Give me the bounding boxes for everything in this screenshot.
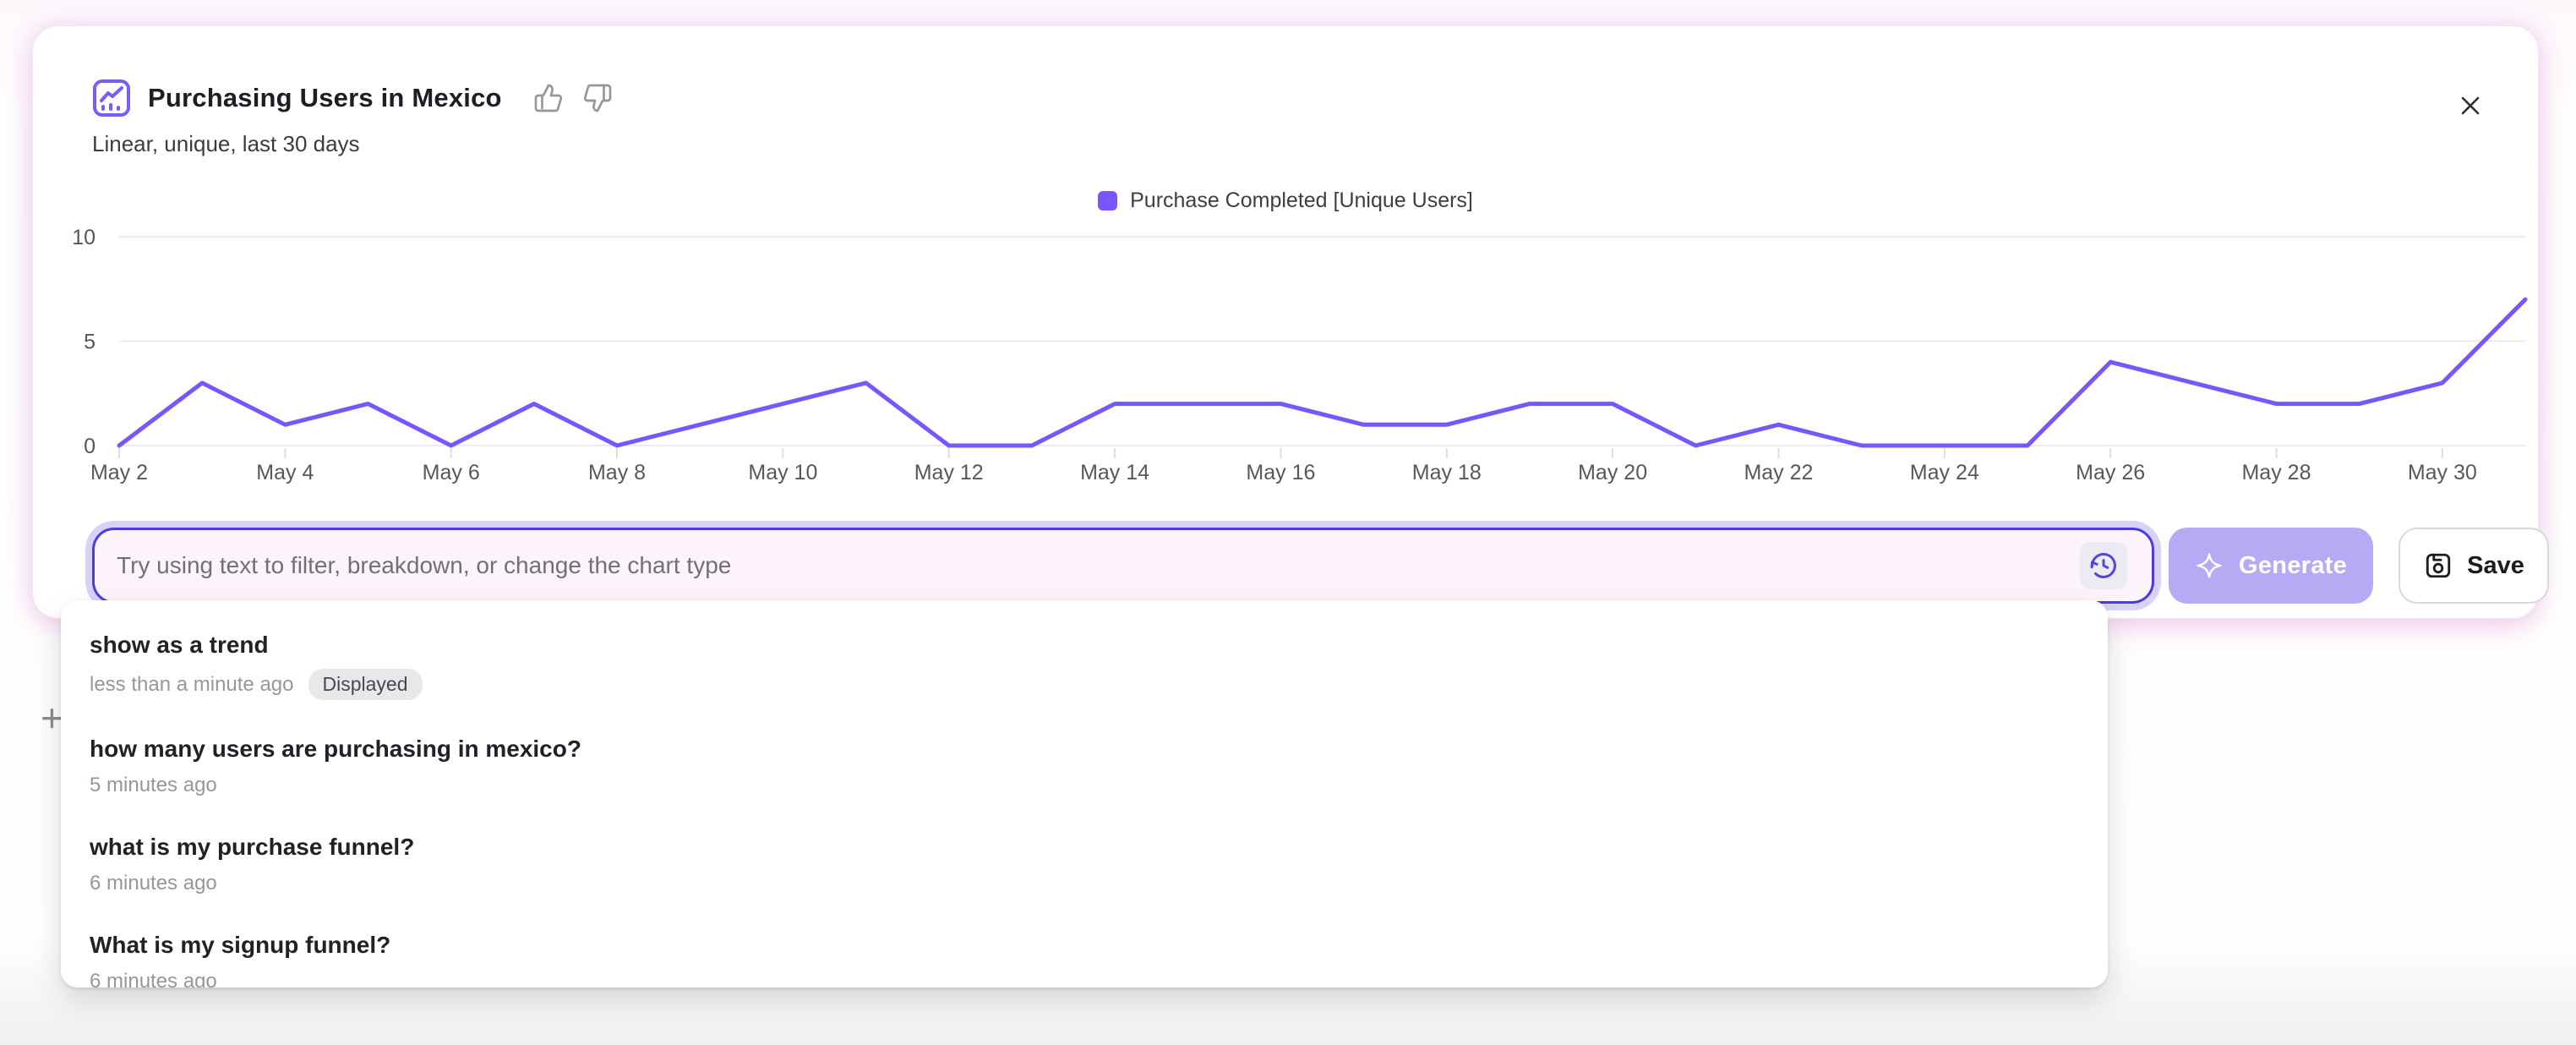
thumbs-down-button[interactable] (581, 82, 614, 114)
svg-text:May 28: May 28 (2241, 461, 2311, 484)
line-chart-icon (92, 79, 131, 118)
thumbs-up-icon (534, 84, 562, 112)
history-timestamp: less than a minute ago (90, 672, 294, 696)
svg-text:May 8: May 8 (588, 461, 646, 484)
thumbs-down-icon (583, 84, 612, 112)
svg-text:May 26: May 26 (2076, 461, 2145, 484)
card-header: Purchasing Users in Mexico Linear, uniqu… (92, 79, 614, 157)
svg-text:May 16: May 16 (1246, 461, 1315, 484)
svg-text:May 18: May 18 (1412, 461, 1482, 484)
generate-label: Generate (2238, 551, 2348, 579)
history-query: what is my purchase funnel? (90, 834, 415, 860)
history-button[interactable] (2080, 542, 2127, 589)
svg-text:May 14: May 14 (1080, 461, 1149, 484)
svg-text:May 30: May 30 (2408, 461, 2477, 484)
query-history-dropdown: show as a trend less than a minute ago D… (61, 600, 2108, 988)
svg-text:10: 10 (72, 226, 96, 249)
save-icon (2426, 553, 2451, 578)
svg-text:May 6: May 6 (423, 461, 480, 484)
svg-text:May 2: May 2 (90, 461, 148, 484)
legend-swatch (1098, 191, 1118, 211)
history-timestamp: 6 minutes ago (90, 970, 217, 988)
history-item[interactable]: show as a trend less than a minute ago D… (61, 614, 2108, 718)
history-query: how many users are purchasing in mexico? (90, 736, 581, 762)
history-timestamp: 6 minutes ago (90, 872, 217, 895)
close-button[interactable] (2452, 87, 2489, 124)
status-badge: Displayed (308, 669, 423, 700)
history-query: What is my signup funnel? (90, 932, 391, 958)
save-button[interactable]: Save (2399, 528, 2549, 604)
plus-icon: + (41, 696, 63, 740)
page-title: Purchasing Users in Mexico (148, 83, 502, 112)
save-label: Save (2467, 551, 2524, 579)
svg-text:May 24: May 24 (1910, 461, 1979, 484)
history-item[interactable]: what is my purchase funnel? 6 minutes ag… (61, 816, 2108, 914)
history-item[interactable]: What is my signup funnel? 6 minutes ago (61, 914, 2108, 988)
generate-button[interactable]: Generate (2169, 528, 2373, 604)
svg-text:0: 0 (84, 435, 96, 458)
history-clock-icon (2090, 553, 2116, 578)
thumbs-up-button[interactable] (532, 82, 565, 114)
history-timestamp: 5 minutes ago (90, 774, 217, 796)
history-query: show as a trend (90, 632, 269, 658)
svg-text:May 12: May 12 (914, 461, 984, 484)
chart-legend: Purchase Completed [Unique Users] (33, 189, 2538, 213)
legend-label: Purchase Completed [Unique Users] (1130, 189, 1473, 212)
svg-text:May 4: May 4 (256, 461, 314, 484)
close-icon (2461, 96, 2480, 115)
svg-text:5: 5 (84, 331, 96, 354)
svg-text:May 22: May 22 (1744, 461, 1813, 484)
query-input[interactable] (92, 528, 2154, 604)
chart-subtitle: Linear, unique, last 30 days (92, 131, 360, 156)
line-chart[interactable]: 0 5 10 May 2 May 4 May 6 May 8 May 10 May 12 May … (33, 216, 2538, 500)
svg-text:May 10: May 10 (748, 461, 817, 484)
ai-chart-card: Purchasing Users in Mexico Linear, uniqu… (33, 26, 2549, 618)
history-item[interactable]: how many users are purchasing in mexico?… (61, 718, 2108, 816)
sparkle-icon (2197, 553, 2222, 578)
svg-text:May 20: May 20 (1578, 461, 1647, 484)
